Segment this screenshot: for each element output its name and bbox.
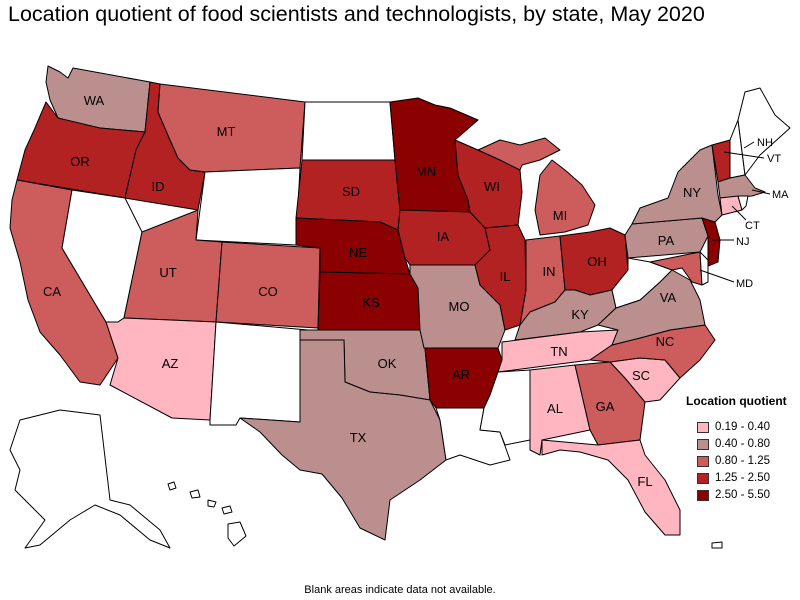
- label-in: IN: [543, 264, 556, 279]
- label-al: AL: [547, 401, 563, 416]
- legend-label: 0.19 - 0.40: [715, 421, 770, 433]
- label-ks: KS: [362, 295, 380, 310]
- state-nd[interactable]: [301, 101, 396, 161]
- label-mi: MI: [553, 208, 567, 223]
- label-az: AZ: [162, 356, 179, 371]
- state-de[interactable]: [699, 251, 709, 286]
- label-ut: UT: [159, 265, 176, 280]
- legend-label: 2.50 - 5.50: [715, 489, 770, 501]
- legend-title: Location quotient: [686, 394, 787, 408]
- label-sc: SC: [632, 368, 650, 383]
- label-nh: NH: [757, 137, 773, 149]
- label-nj: NJ: [736, 236, 749, 248]
- label-md: MD: [736, 278, 753, 290]
- legend-swatch: [697, 439, 709, 450]
- label-ky: KY: [571, 307, 589, 322]
- label-nc: NC: [656, 334, 675, 349]
- territory-pr[interactable]: [711, 541, 723, 549]
- legend-label: 0.40 - 0.80: [715, 438, 770, 450]
- label-tx: TX: [350, 430, 367, 445]
- state-fl[interactable]: [541, 439, 681, 536]
- label-or: OR: [70, 154, 90, 169]
- legend-swatch: [697, 456, 709, 467]
- label-pa: PA: [658, 233, 675, 248]
- label-ne: NE: [349, 245, 367, 260]
- label-wa: WA: [84, 93, 105, 108]
- label-wi: WI: [484, 179, 500, 194]
- state-ny[interactable]: [631, 144, 723, 225]
- state-nm[interactable]: [209, 321, 309, 426]
- label-co: CO: [258, 284, 278, 299]
- legend-swatch: [697, 473, 709, 484]
- label-sd: SD: [342, 184, 360, 199]
- state-wy[interactable]: [195, 167, 301, 246]
- map-title: Location quotient of food scientists and…: [8, 2, 705, 26]
- label-il: IL: [500, 269, 511, 284]
- label-id: ID: [152, 179, 165, 194]
- legend-label: 1.25 - 2.50: [715, 472, 770, 484]
- label-ia: IA: [437, 229, 450, 244]
- label-vt: VT: [767, 153, 781, 165]
- state-me[interactable]: [737, 87, 791, 176]
- label-mt: MT: [217, 124, 236, 139]
- label-ca: CA: [43, 284, 61, 299]
- label-fl: FL: [637, 474, 652, 489]
- footnote: Blank areas indicate data not available.: [304, 584, 496, 596]
- legend-swatch: [697, 490, 709, 501]
- state-ri[interactable]: [737, 195, 749, 211]
- state-mt[interactable]: [157, 83, 306, 173]
- state-ak[interactable]: [9, 409, 171, 549]
- label-ok: OK: [378, 356, 397, 371]
- label-va: VA: [660, 290, 677, 305]
- state-il[interactable]: [474, 224, 527, 331]
- state-mi[interactable]: [477, 137, 596, 236]
- state-hi[interactable]: [167, 481, 247, 547]
- label-ny: NY: [683, 185, 701, 200]
- label-mn: MN: [416, 164, 436, 179]
- label-oh: OH: [587, 254, 607, 269]
- leader-lines: [699, 141, 771, 283]
- state-tx[interactable]: [239, 339, 447, 541]
- label-ar: AR: [452, 367, 470, 382]
- label-tn: TN: [550, 344, 567, 359]
- label-ma: MA: [772, 189, 789, 201]
- legend-swatch: [697, 422, 709, 433]
- label-mo: MO: [449, 299, 470, 314]
- legend-label: 0.80 - 1.25: [715, 455, 770, 467]
- label-ga: GA: [596, 399, 615, 414]
- label-ct: CT: [745, 220, 760, 232]
